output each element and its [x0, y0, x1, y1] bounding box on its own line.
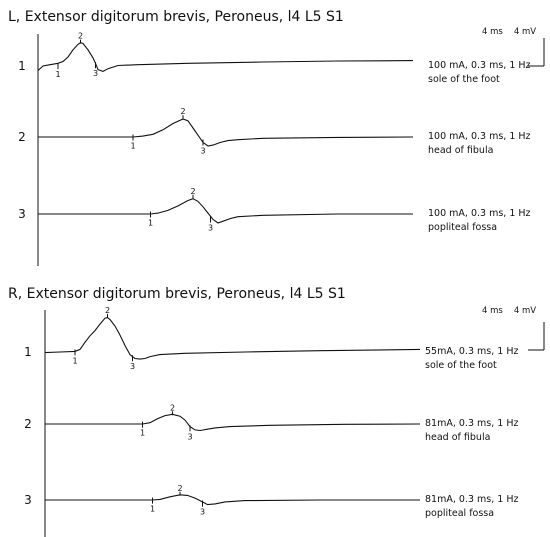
left-trace-2-site-label: head of fibula	[428, 145, 493, 156]
right-trace-3-site-label: popliteal fossa	[425, 508, 494, 519]
right-trace-1-stimulus-label: 55mA, 0.3 ms, 1 Hz	[425, 346, 518, 357]
right-trace-3-marker-3: 3	[200, 508, 205, 517]
right-trace-1-marker-2: 2	[105, 306, 110, 315]
right-trace-1-line	[44, 317, 421, 360]
left-trace-2-marker-1: 1	[130, 142, 135, 151]
left-trace-3-marker-2: 2	[190, 187, 195, 196]
left-trace-3-marker-3: 3	[208, 224, 213, 233]
right-trace-1-marker-3: 3	[130, 362, 135, 371]
right-trace-3-line	[45, 494, 420, 506]
left-trace-1-row-number: 1	[18, 59, 26, 73]
left-trace-3-stimulus-label: 100 mA, 0.3 ms, 1 Hz	[428, 208, 531, 219]
right-trace-3-marker-1: 1	[150, 505, 155, 514]
left-trace-2-marker-3: 3	[200, 147, 205, 156]
right-trace-1-site-label: sole of the foot	[425, 360, 497, 371]
right-trace-1-marker-1: 1	[72, 356, 77, 365]
right-trace-2-line	[45, 413, 421, 432]
left-trace-2-row-number: 2	[18, 130, 26, 144]
left-trace-1-line	[37, 41, 414, 73]
right-trace-2-marker-2: 2	[170, 403, 175, 412]
left-trace-3-marker-1: 1	[148, 219, 153, 228]
right-trace-3-row-number: 3	[24, 493, 32, 507]
left-trace-1-marker-1: 1	[55, 70, 60, 79]
right-time-scale-label: 4 ms	[482, 306, 503, 316]
right-trace-2-stimulus-label: 81mA, 0.3 ms, 1 Hz	[425, 418, 518, 429]
left-chart-title: L, Extensor digitorum brevis, Peroneus, …	[8, 9, 344, 25]
left-trace-3-site-label: popliteal fossa	[428, 222, 497, 233]
left-trace-2-marker-2: 2	[180, 107, 185, 116]
right-chart-title: R, Extensor digitorum brevis, Peroneus, …	[8, 286, 346, 302]
left-trace-2-stimulus-label: 100 mA, 0.3 ms, 1 Hz	[428, 131, 531, 142]
left-amplitude-scale-label: 4 mV	[514, 27, 536, 37]
right-trace-2-row-number: 2	[24, 417, 32, 431]
right-amplitude-scale-label: 4 mV	[514, 306, 536, 316]
left-trace-3-line	[38, 198, 413, 224]
left-trace-1-stimulus-label: 100 mA, 0.3 ms, 1 Hz	[428, 60, 531, 71]
right-trace-3-marker-2: 2	[177, 484, 182, 493]
right-trace-2-marker-3: 3	[187, 432, 192, 441]
left-trace-1-marker-3: 3	[93, 69, 98, 78]
right-trace-2-marker-1: 1	[140, 429, 145, 438]
left-time-scale-label: 4 ms	[482, 27, 503, 37]
right-trace-3-stimulus-label: 81mA, 0.3 ms, 1 Hz	[425, 494, 518, 505]
left-trace-1-marker-2: 2	[78, 32, 83, 41]
left-trace-1-site-label: sole of the foot	[428, 74, 500, 85]
left-trace-3-row-number: 3	[18, 207, 26, 221]
right-trace-2-site-label: head of fibula	[425, 432, 490, 443]
left-trace-2-line	[38, 118, 414, 147]
right-trace-1-row-number: 1	[24, 345, 32, 359]
